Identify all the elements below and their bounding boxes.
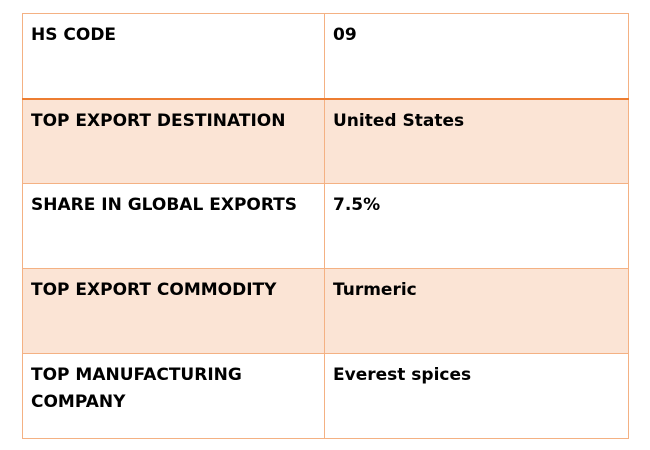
export-info-table: HS CODE 09 TOP EXPORT DESTINATION United… bbox=[22, 13, 629, 439]
table-row: TOP EXPORT COMMODITY Turmeric bbox=[22, 268, 629, 354]
row-label-share-in-global-exports: SHARE IN GLOBAL EXPORTS bbox=[22, 183, 325, 269]
row-label-top-manufacturing-company: TOP MANUFACTURING COMPANY bbox=[22, 353, 325, 439]
row-label-top-export-commodity: TOP EXPORT COMMODITY bbox=[22, 268, 325, 354]
row-value-top-export-commodity: Turmeric bbox=[324, 268, 629, 354]
row-value-share-in-global-exports: 7.5% bbox=[324, 183, 629, 269]
table-row: TOP MANUFACTURING COMPANY Everest spices bbox=[22, 353, 629, 439]
row-value-top-export-destination: United States bbox=[324, 98, 629, 184]
row-label-top-export-destination: TOP EXPORT DESTINATION bbox=[22, 98, 325, 184]
row-value-top-manufacturing-company: Everest spices bbox=[324, 353, 629, 439]
row-label-hs-code: HS CODE bbox=[22, 13, 325, 100]
row-value-hs-code: 09 bbox=[324, 13, 629, 100]
table-row: HS CODE 09 bbox=[22, 13, 629, 100]
table-row: TOP EXPORT DESTINATION United States bbox=[22, 98, 629, 184]
table-row: SHARE IN GLOBAL EXPORTS 7.5% bbox=[22, 183, 629, 269]
